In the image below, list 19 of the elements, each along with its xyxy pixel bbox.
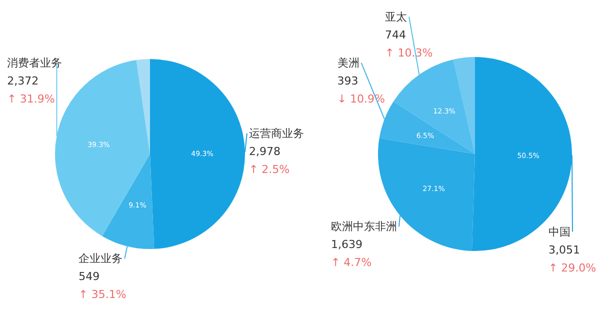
text: 2,978 [248, 144, 280, 158]
text: ↑ 35.1% [78, 288, 126, 302]
text: 744 [385, 28, 406, 42]
text: 3,051 [548, 243, 580, 256]
slice-label: 中国 [548, 225, 570, 238]
slice-label: 欧洲中东非洲 [330, 220, 397, 234]
text: 1,639 [330, 238, 362, 252]
slice-label: 运营商业务 [248, 126, 304, 140]
slice-label: 消费者业务 [7, 56, 62, 70]
text: ↑ 31.9% [7, 92, 55, 106]
text: 393 [337, 74, 358, 88]
text: ↑ 2.5% [248, 162, 290, 176]
text: 2,372 [7, 74, 39, 88]
text: 549 [78, 270, 100, 284]
text: ↑ 29.0% [548, 261, 596, 274]
text: ↑ 4.7% [330, 256, 372, 270]
slice-label: 美洲 [337, 56, 360, 70]
slice-label: 亚太 [385, 10, 408, 24]
slice-label: 企业业务 [78, 252, 123, 266]
